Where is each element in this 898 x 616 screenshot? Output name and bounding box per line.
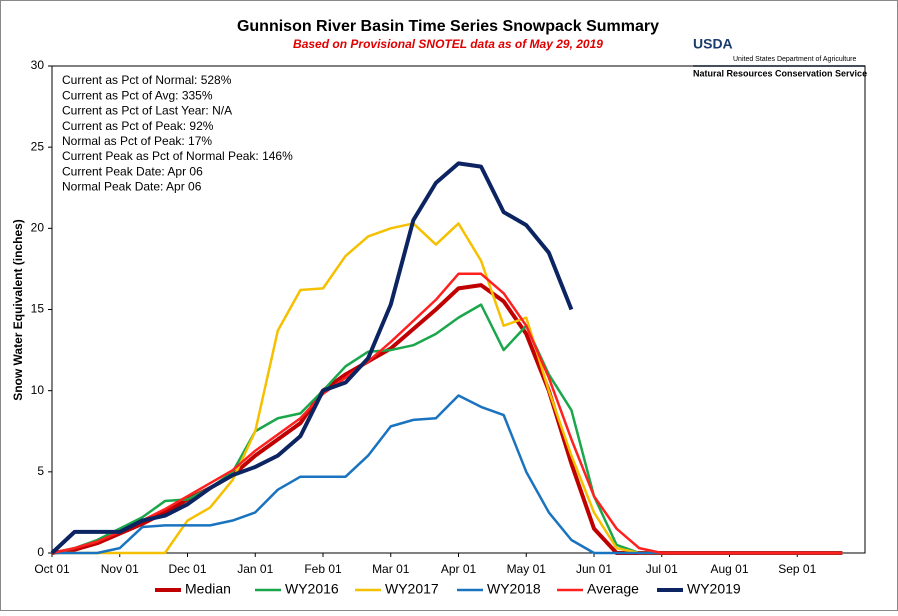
- y-tick-label: 25: [31, 139, 45, 153]
- y-tick-label: 15: [31, 302, 45, 316]
- x-tick-label: Jul 01: [646, 562, 678, 576]
- logo-service: Natural Resources Conservation Service: [693, 68, 867, 78]
- series-line: [50, 161, 574, 555]
- x-tick-label: Jan 01: [237, 562, 273, 576]
- x-tick-label: Oct 01: [34, 562, 70, 576]
- annotation: Current as Pct of Avg: 335%: [62, 88, 213, 102]
- x-tick-label: Mar 01: [372, 562, 410, 576]
- legend-label: WY2016: [285, 581, 339, 597]
- legend-label: Average: [587, 581, 639, 597]
- annotation: Normal Peak Date: Apr 06: [62, 180, 202, 194]
- annotation: Current as Pct of Normal: 528%: [62, 73, 232, 87]
- y-tick-label: 30: [31, 58, 45, 72]
- legend-label: Median: [185, 581, 231, 597]
- legend-label: WY2018: [487, 581, 541, 597]
- chart-title: Gunnison River Basin Time Series Snowpac…: [237, 18, 659, 35]
- x-tick-label: Aug 01: [710, 562, 748, 576]
- x-tick-label: May 01: [507, 562, 547, 576]
- y-tick-label: 20: [31, 221, 45, 235]
- series-line: [51, 272, 843, 555]
- logo-mark: USDA: [693, 36, 733, 52]
- y-tick-label: 10: [31, 383, 45, 397]
- annotation: Current Peak as Pct of Normal Peak: 146%: [62, 149, 293, 163]
- legend-label: WY2017: [385, 581, 439, 597]
- chart-subtitle: Based on Provisional SNOTEL data as of M…: [293, 37, 603, 51]
- annotation: Current as Pct of Peak: 92%: [62, 119, 214, 133]
- x-tick-label: Nov 01: [101, 562, 139, 576]
- x-tick-label: Dec 01: [168, 562, 206, 576]
- x-tick-label: Apr 01: [441, 562, 477, 576]
- x-tick-label: Jun 01: [576, 562, 612, 576]
- annotation: Current as Pct of Last Year: N/A: [62, 104, 232, 118]
- y-tick-label: 5: [37, 464, 44, 478]
- annotation: Current Peak Date: Apr 06: [62, 164, 203, 178]
- x-tick-label: Feb 01: [304, 562, 342, 576]
- x-tick-label: Sep 01: [778, 562, 816, 576]
- y-axis-title: Snow Water Equivalent (inches): [11, 219, 25, 401]
- annotation: Normal as Pct of Peak: 17%: [62, 134, 212, 148]
- logo-department: United States Department of Agriculture: [733, 56, 856, 63]
- legend-label: WY2019: [687, 581, 741, 597]
- y-tick-label: 0: [37, 545, 44, 559]
